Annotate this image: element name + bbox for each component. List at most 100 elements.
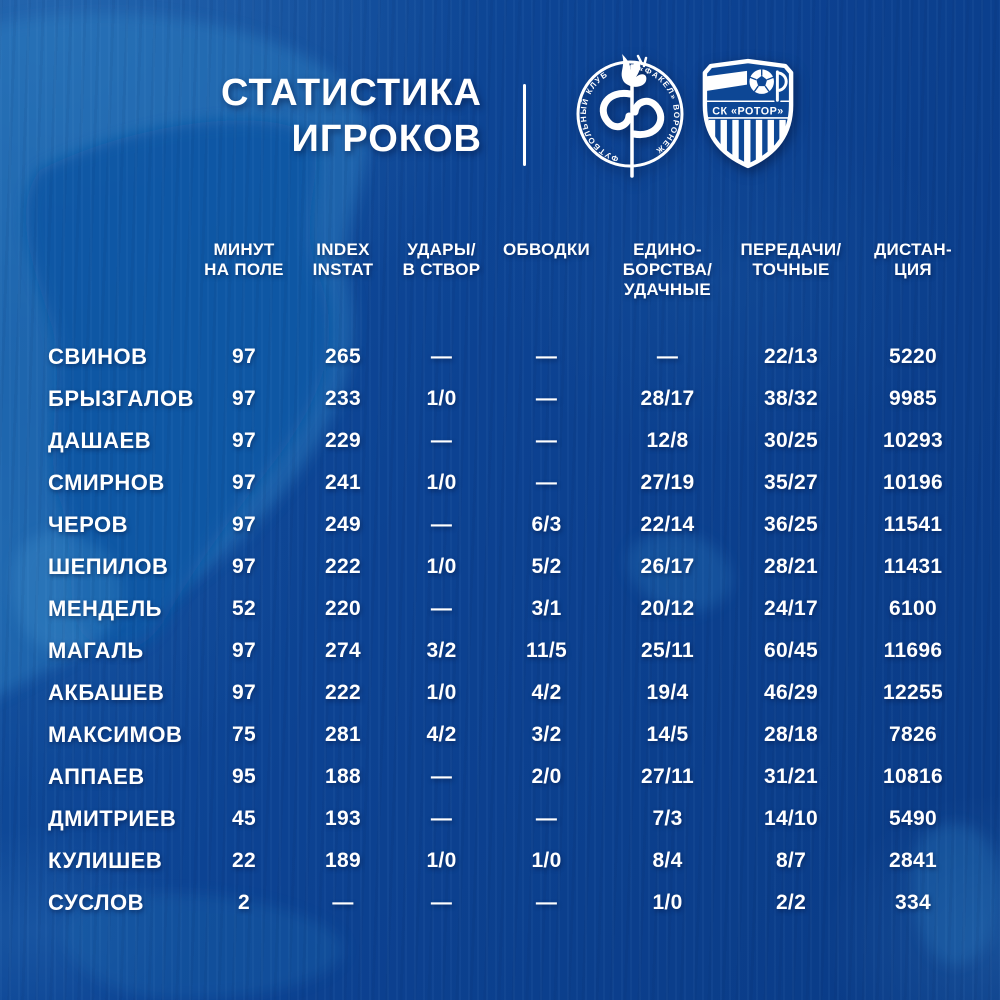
stat-value: — (656, 345, 679, 368)
stat-value: — (535, 345, 558, 368)
stat-value: 9985 (889, 387, 937, 410)
stat-value: — (430, 513, 453, 536)
stat-value: 1/0 (426, 387, 457, 410)
fakel-flame-spikes (636, 54, 648, 68)
stat-value: 97 (232, 345, 256, 368)
fakel-text-left: ФУТБОЛЬНЫЙ КЛУБ (579, 69, 618, 163)
stat-value: 26/17 (640, 555, 695, 578)
fakel-f-right-hook (630, 97, 665, 139)
stat-value: 1/0 (426, 471, 457, 494)
stat-value: — (332, 891, 354, 914)
stat-value: 229 (325, 429, 361, 452)
stat-value: 7826 (889, 723, 937, 746)
stat-value: 28/18 (763, 723, 819, 746)
stat-value: 46/29 (763, 681, 819, 704)
stat-value: 75 (232, 723, 256, 746)
stat-value: 188 (325, 765, 361, 788)
stats-table-body: СВИНОВ 97 265 — — — 22/13 5220 БРЫЗГАЛОВ 97 233 1/0… (40, 336, 975, 924)
stat-value: 97 (232, 681, 256, 704)
stat-value: 22/13 (763, 345, 819, 368)
player-name: МАКСИМОВ (48, 722, 183, 747)
stat-value: 5/2 (531, 555, 562, 578)
player-name: СУСЛОВ (48, 890, 145, 915)
stat-value: 4/2 (531, 681, 562, 704)
stat-value: 6100 (889, 597, 937, 620)
rotor-band (704, 70, 748, 92)
player-name: ДМИТРИЕВ (48, 806, 177, 831)
stat-value: 1/0 (426, 681, 457, 704)
column-header-passes: ПЕРЕДАЧИ/ ТОЧНЫЕ (740, 240, 842, 279)
stat-value: — (535, 387, 558, 410)
player-name: АППАЕВ (48, 764, 145, 789)
stat-value: 97 (232, 429, 256, 452)
stat-value: 220 (325, 597, 361, 620)
fakel-flame (621, 54, 647, 87)
stat-value: 14/5 (646, 723, 689, 746)
player-name: МЕНДЕЛЬ (48, 596, 162, 621)
stat-value: 28/17 (640, 387, 695, 410)
stat-value: 30/25 (763, 429, 819, 452)
stat-value: 52 (232, 597, 256, 620)
stat-value: 28/21 (763, 555, 819, 578)
stat-value: — (535, 807, 558, 830)
column-header-player (40, 240, 196, 300)
player-name: ЧЕРОВ (48, 512, 129, 537)
player-name: СВИНОВ (48, 344, 148, 369)
stat-value: 24/17 (763, 597, 819, 620)
stat-value: 27/19 (640, 471, 695, 494)
stat-value: 2 (238, 891, 250, 914)
rotor-club-name: СК «РОТОР» (712, 105, 783, 117)
stat-value: 6/3 (531, 513, 562, 536)
stat-value: 2/2 (775, 891, 807, 914)
stat-value: 1/0 (652, 891, 683, 914)
stat-value: 36/25 (763, 513, 819, 536)
stat-value: — (430, 807, 453, 830)
stat-value: — (430, 891, 453, 914)
stat-value: 97 (232, 471, 256, 494)
column-header-index: INDEX INSTAT (312, 240, 374, 279)
player-name: БРЫЗГАЛОВ (48, 386, 194, 411)
stat-value: 222 (325, 555, 361, 578)
column-header-dribbles: ОБВОДКИ (502, 240, 591, 259)
player-name: СМИРНОВ (48, 470, 165, 495)
player-name: ШЕПИЛОВ (48, 554, 169, 579)
stat-value: 1/0 (426, 555, 457, 578)
stat-value: 20/12 (640, 597, 695, 620)
stat-value: 19/4 (646, 681, 689, 704)
stat-value: 97 (232, 387, 256, 410)
stat-value: — (535, 471, 558, 494)
rotor-p-letter (775, 70, 788, 102)
column-header-minutes: МИНУТ НА ПОЛЕ (204, 240, 284, 279)
stat-value: — (535, 429, 558, 452)
svg-text:ФУТБОЛЬНЫЙ КЛУБ: ФУТБОЛЬНЫЙ КЛУБ (579, 69, 620, 163)
stat-value: 233 (325, 387, 361, 410)
stat-value: 4/2 (426, 723, 457, 746)
stat-value: 1/0 (426, 849, 457, 872)
stat-value: 5490 (889, 807, 937, 830)
stat-value: — (430, 597, 453, 620)
column-header-duels: ЕДИНО- БОРСТВА/ УДАЧНЫЕ (622, 240, 713, 299)
page-title: СТАТИСТИКА ИГРОКОВ (40, 70, 482, 162)
title-line-1: СТАТИСТИКА (220, 72, 482, 114)
stat-value: 12255 (883, 681, 943, 704)
player-name: ДАШАЕВ (48, 428, 152, 453)
stat-value: 14/10 (763, 807, 819, 830)
title-line-2: ИГРОКОВ (291, 118, 482, 160)
stat-value: 189 (325, 849, 361, 872)
stat-value: — (430, 429, 453, 452)
stat-value: 281 (325, 723, 361, 746)
column-header-distance: ДИСТАН- ЦИЯ (874, 240, 952, 279)
stat-value: 11541 (883, 513, 943, 536)
stat-value: 38/32 (763, 387, 819, 410)
stat-value: 11/5 (526, 639, 567, 662)
player-name: МАГАЛЬ (48, 638, 144, 663)
header-divider (523, 84, 526, 166)
stat-value: 35/27 (763, 471, 819, 494)
stat-value: 31/21 (763, 765, 819, 788)
stat-value: 25/11 (641, 639, 694, 662)
stat-value: 95 (232, 765, 256, 788)
stat-value: 22 (232, 849, 256, 872)
rotor-logo: СК «РОТОР» (700, 58, 796, 170)
player-name: АКБАШЕВ (48, 680, 165, 705)
